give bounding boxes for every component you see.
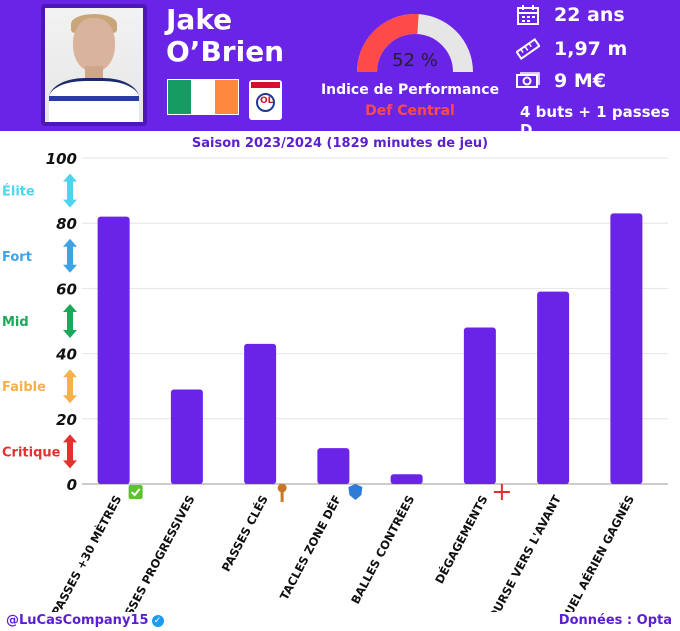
- season-label: Saison 2023/2024 (1829 minutes de jeu): [191, 136, 489, 151]
- y-tick-label: 40: [55, 346, 77, 364]
- bar: [170, 389, 203, 484]
- y-tick-label: 0: [67, 476, 77, 494]
- tier-arrow-icon: [63, 369, 77, 404]
- author-handle-text: @LuCasCompany15: [6, 613, 149, 628]
- author-handle: @LuCasCompany15 ✓: [6, 613, 164, 628]
- goals-assists: 4 buts + 1 passes D: [520, 103, 670, 139]
- tier-arrow-icon: [63, 173, 77, 208]
- bar: [610, 213, 643, 485]
- x-category-label: BALLES CONTRÉES: [347, 492, 417, 606]
- x-category-label: PASSES +30 MÈTRES: [48, 492, 124, 612]
- tier-label: Critique: [2, 445, 61, 460]
- ruler-icon: [516, 38, 540, 60]
- player-first-name: Jake: [166, 3, 233, 36]
- player-photo: [41, 4, 147, 126]
- shield-icon: [348, 484, 363, 500]
- bar: [317, 448, 350, 484]
- check-icon: [128, 485, 143, 499]
- y-tick-label: 20: [56, 411, 77, 429]
- tier-label: Élite: [2, 184, 35, 200]
- bar: [244, 343, 277, 484]
- verified-icon: ✓: [151, 614, 164, 627]
- x-category-label: TACLES ZONE DÉF: [276, 492, 344, 602]
- performance-gauge: [357, 14, 473, 73]
- bar-chart: 0 20 40 60 80 100 Élite Fort Mid Faible Critique PA…: [2, 150, 668, 612]
- x-category-label: PASSES PROGRESSIVES: [114, 493, 197, 612]
- performance-label: Indice de Performance: [320, 82, 500, 98]
- y-tick-label: 100: [46, 150, 77, 168]
- bar: [390, 474, 423, 484]
- tier-arrow-icon: [63, 238, 77, 273]
- tier-label: Mid: [2, 315, 29, 330]
- x-category-label: % DUEL AÉRIEN GAGNÉS: [549, 492, 637, 612]
- ireland-flag-icon: [167, 79, 239, 115]
- club-logo: OL: [249, 80, 282, 120]
- tier-label: Faible: [2, 380, 46, 395]
- key-icon: [277, 483, 287, 502]
- header-banner: Jake O’Brien OL 52 % Indice de Performan…: [0, 0, 680, 139]
- cross-icon: [493, 484, 510, 500]
- bar: [463, 327, 496, 484]
- money-icon: [516, 72, 540, 88]
- tier-label: Fort: [2, 250, 32, 265]
- x-category-label: COURSE VERS L'AVANT: [482, 493, 564, 612]
- calendar-icon: [517, 5, 539, 25]
- x-category-label: PASSES CLÉS: [218, 492, 271, 574]
- player-height: 1,97 m: [554, 38, 628, 60]
- player-last-name: O’Brien: [166, 35, 285, 68]
- x-category-label: DÉGAGEMENTS: [431, 492, 490, 586]
- bar: [97, 216, 130, 484]
- player-position: Def Central: [365, 103, 455, 119]
- tier-arrow-icon: [63, 434, 77, 469]
- player-market-value: 9 M€: [554, 70, 606, 92]
- club-logo-mark: OL: [260, 96, 274, 106]
- player-age: 22 ans: [554, 4, 625, 26]
- tier-arrow-icon: [63, 304, 77, 338]
- data-source: Données : Opta: [558, 613, 672, 628]
- performance-percent: 52 %: [392, 50, 438, 71]
- y-tick-label: 80: [56, 215, 77, 233]
- bar: [537, 291, 570, 484]
- y-tick-label: 60: [56, 280, 77, 298]
